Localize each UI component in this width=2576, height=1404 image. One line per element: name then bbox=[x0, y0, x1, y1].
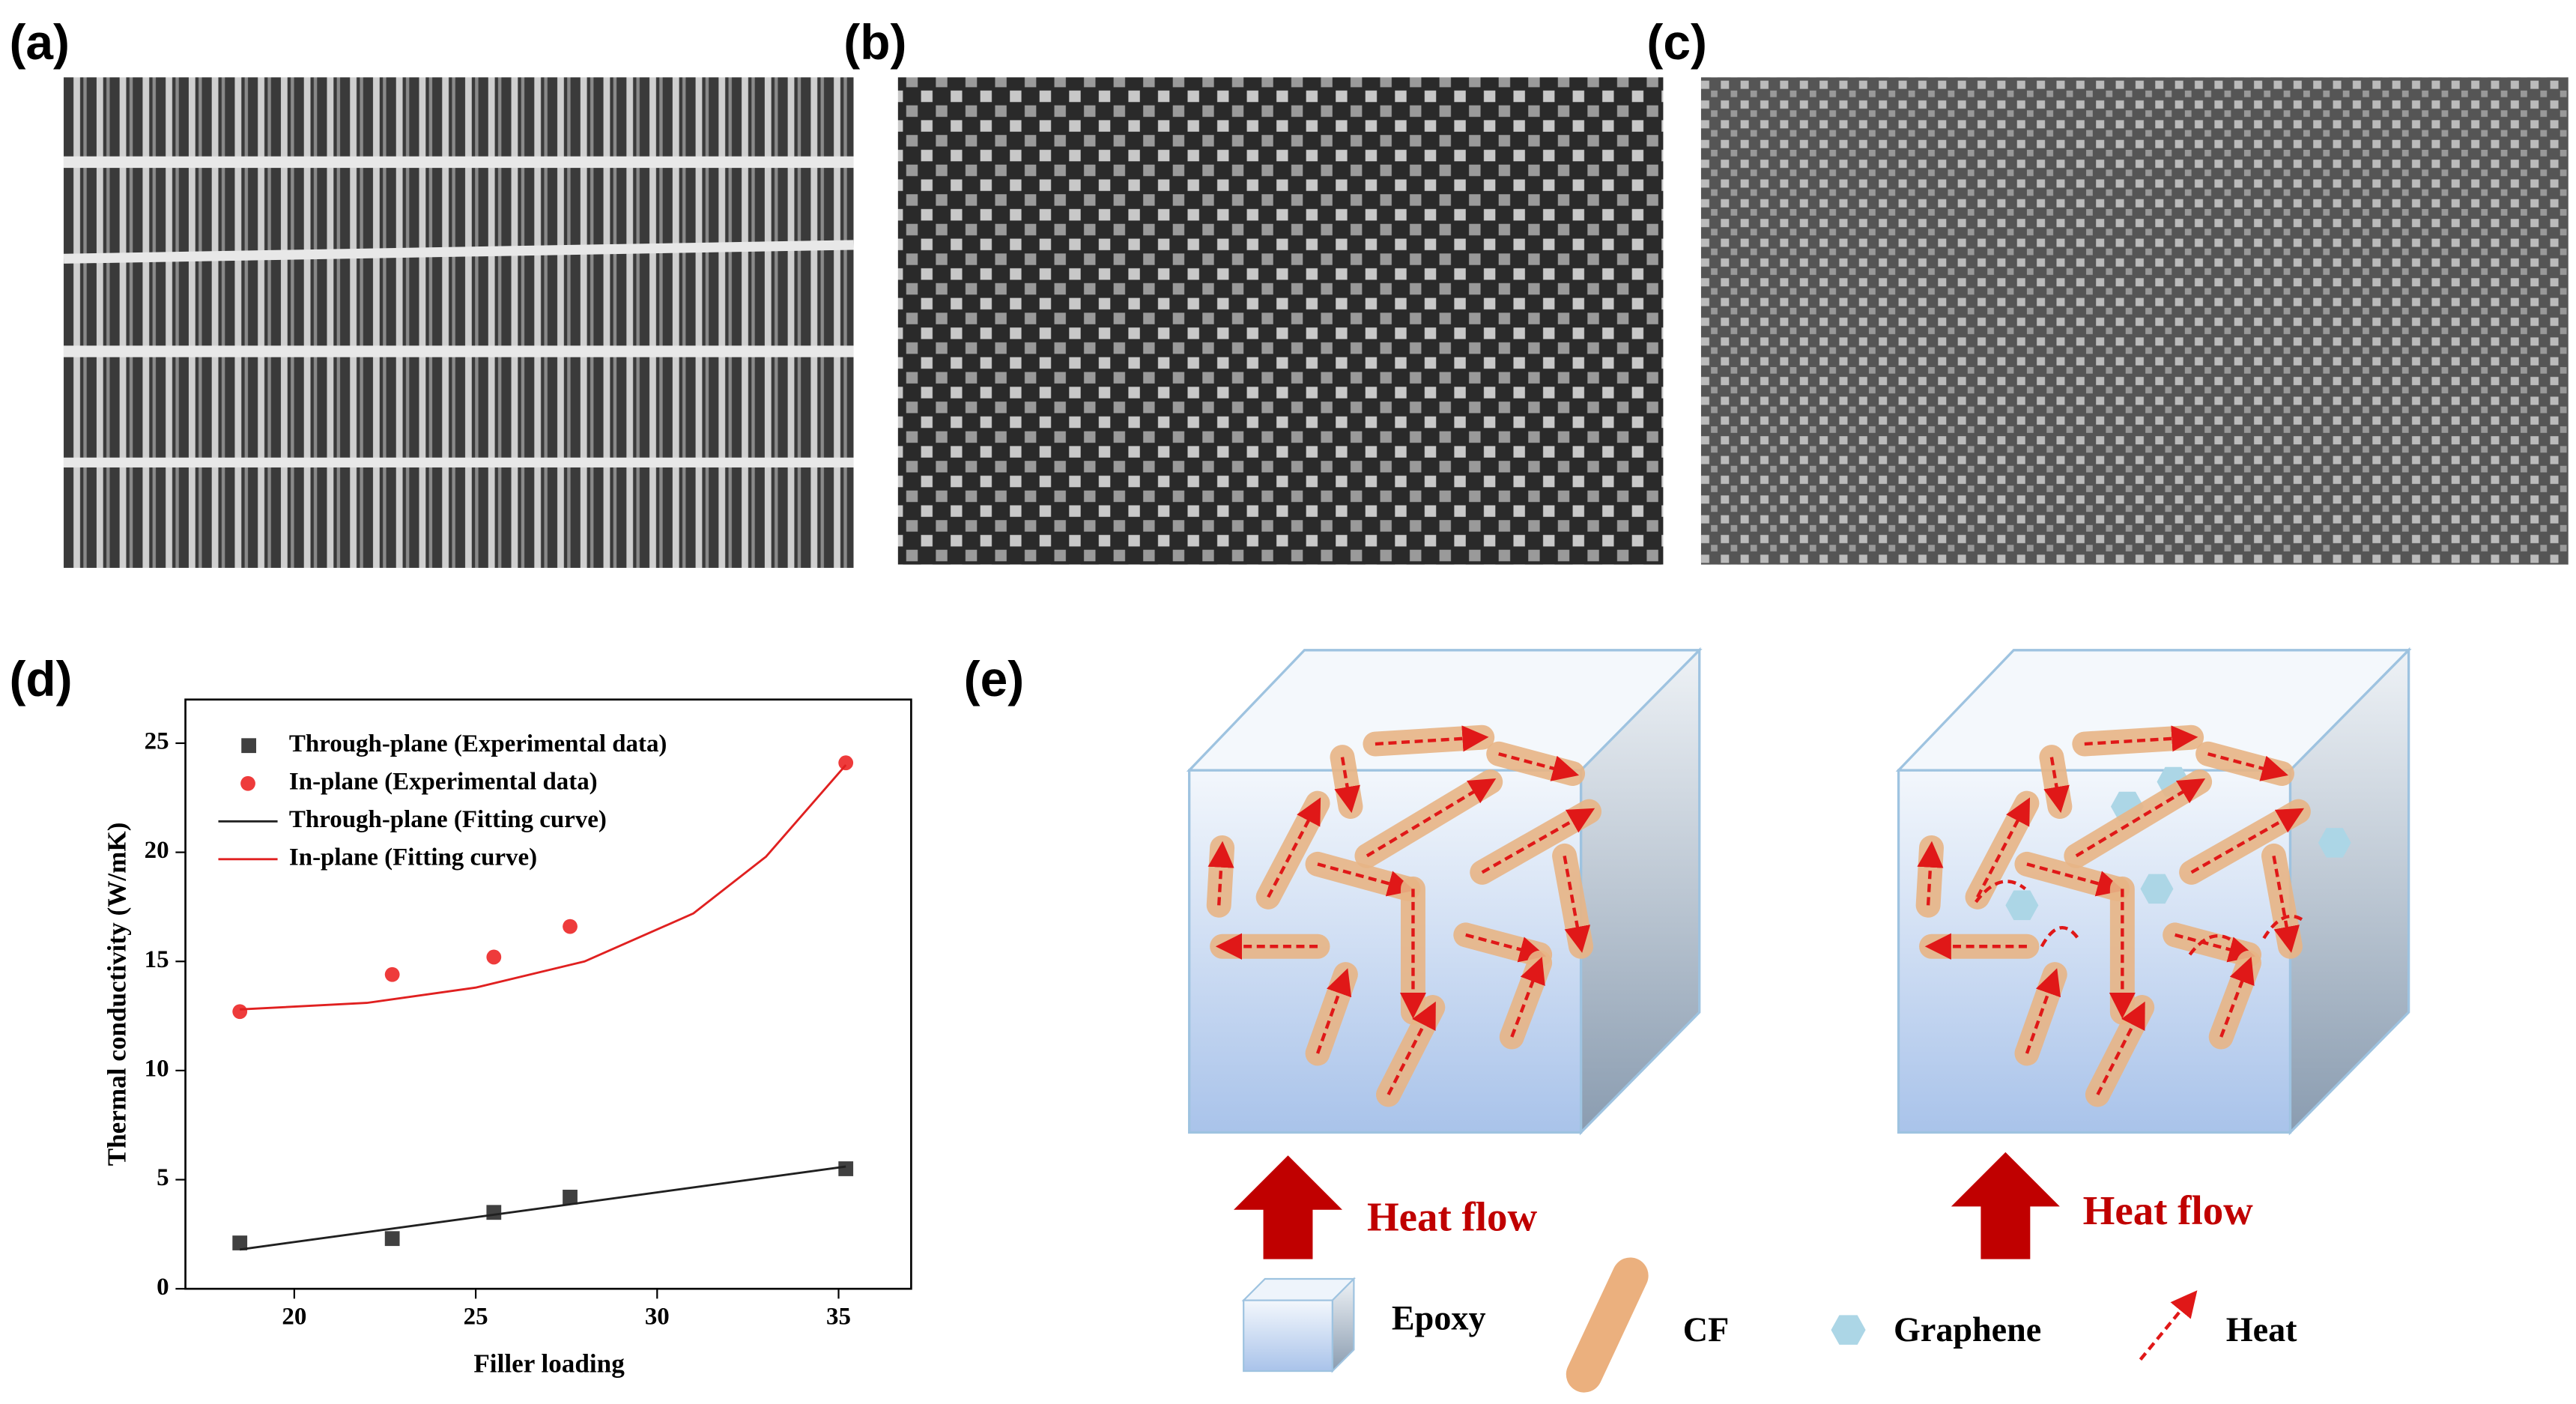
y-tick-label: 15 bbox=[145, 946, 169, 973]
marker bbox=[384, 1231, 400, 1247]
photo-b bbox=[897, 77, 1664, 565]
marker bbox=[838, 755, 854, 771]
heat-path bbox=[2025, 968, 2061, 1054]
marker bbox=[486, 1205, 502, 1220]
cf-icon bbox=[1566, 1257, 1649, 1393]
heat-icon bbox=[2139, 1290, 2198, 1361]
heat-path bbox=[1387, 1001, 1436, 1095]
legend-marker bbox=[241, 738, 257, 754]
heat-path bbox=[2190, 808, 2305, 874]
heat-path bbox=[2188, 934, 2240, 956]
panel-label: (c) bbox=[1646, 14, 1707, 70]
marker bbox=[232, 1004, 248, 1020]
panel-label: (e) bbox=[964, 651, 1025, 706]
heat-path bbox=[1975, 880, 2027, 904]
heat-arrow bbox=[1234, 1155, 1342, 1259]
heat-path bbox=[2084, 725, 2198, 752]
marker bbox=[486, 949, 502, 965]
heat-path bbox=[2272, 856, 2300, 953]
y-tick-label: 20 bbox=[145, 837, 169, 864]
x-tick-label: 25 bbox=[464, 1303, 488, 1330]
heat-path bbox=[1917, 841, 1944, 906]
heat-path bbox=[1334, 757, 1360, 814]
heat-flow-label: Heat flow bbox=[1367, 1194, 1538, 1240]
heat-path bbox=[1366, 778, 1497, 858]
heat-path bbox=[2262, 914, 2306, 939]
graphene-icon bbox=[1831, 1315, 1866, 1345]
panel-label: (a) bbox=[9, 14, 70, 70]
heat-path bbox=[2096, 1001, 2145, 1095]
diagram bbox=[1186, 647, 2412, 1136]
x-tick-label: 20 bbox=[282, 1303, 306, 1330]
epoxy-icon bbox=[1241, 1277, 1357, 1373]
plot-frame bbox=[184, 698, 912, 1290]
y-tick-label: 0 bbox=[157, 1274, 169, 1301]
heat-path bbox=[1317, 862, 1415, 897]
legend-label: CF bbox=[1683, 1310, 1730, 1349]
heat-path bbox=[1976, 797, 2031, 898]
y-axis-label: Thermal conductivity (W/mK) bbox=[103, 823, 132, 1167]
legend-label: Graphene bbox=[1894, 1310, 2041, 1349]
legend-label: Heat bbox=[2226, 1310, 2297, 1349]
x-tick-label: 35 bbox=[826, 1303, 851, 1330]
legend-label: Through-plane (Fitting curve) bbox=[289, 806, 607, 833]
y-tick-label: 25 bbox=[145, 728, 169, 755]
graphene bbox=[2318, 828, 2351, 858]
marker bbox=[563, 1189, 578, 1205]
fit-line bbox=[240, 764, 847, 1011]
heat-path bbox=[2040, 925, 2079, 948]
legend-label: Through-plane (Experimental data) bbox=[289, 730, 667, 757]
heat-path bbox=[2026, 862, 2124, 897]
marker bbox=[232, 1235, 248, 1250]
photo-c bbox=[1700, 77, 2569, 565]
heat-path bbox=[1481, 808, 1595, 874]
marker bbox=[838, 1161, 854, 1176]
x-axis-label: Filler loading bbox=[473, 1349, 625, 1379]
panel-label: (d) bbox=[9, 651, 72, 706]
diagram-legend: Heat flow Heat flow Epoxy CF Graphene He… bbox=[1234, 1152, 2297, 1393]
heat-arrow bbox=[1951, 1152, 2060, 1259]
graphene bbox=[2140, 874, 2174, 904]
marker bbox=[384, 966, 400, 982]
heat-path bbox=[1563, 856, 1591, 953]
heat-path bbox=[1315, 968, 1352, 1054]
fit-line bbox=[240, 1165, 846, 1251]
y-tick-label: 5 bbox=[157, 1164, 169, 1191]
legend-label: Epoxy bbox=[1392, 1299, 1486, 1337]
x-tick-label: 30 bbox=[645, 1303, 670, 1330]
graphene bbox=[2005, 890, 2039, 921]
heat-path bbox=[2219, 956, 2255, 1038]
heat-flow-label: Heat flow bbox=[2083, 1187, 2254, 1233]
photo-a bbox=[63, 77, 854, 568]
marker bbox=[563, 919, 578, 934]
heat-path bbox=[1207, 841, 1234, 906]
heat-path bbox=[2075, 778, 2206, 858]
legend-marker bbox=[240, 775, 255, 791]
legend-label: In-plane (Fitting curve) bbox=[289, 844, 537, 871]
heat-path bbox=[2043, 757, 2070, 814]
y-tick-label: 10 bbox=[145, 1055, 169, 1082]
panel-label: (b) bbox=[843, 14, 906, 70]
chart: Filler loading Thermal conductivity (W/m… bbox=[103, 698, 912, 1379]
heat-path bbox=[1267, 797, 1321, 898]
heat-path bbox=[1510, 956, 1545, 1038]
heat-path bbox=[1375, 725, 1489, 752]
legend-label: In-plane (Experimental data) bbox=[289, 768, 598, 795]
